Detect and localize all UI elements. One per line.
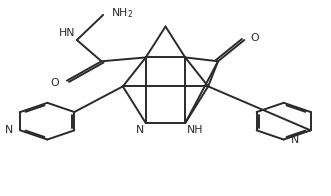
Text: N: N (5, 125, 13, 135)
Text: N: N (136, 125, 144, 135)
Text: N: N (291, 134, 299, 144)
Text: HN: HN (59, 28, 75, 38)
Text: NH$_2$: NH$_2$ (111, 6, 133, 20)
Text: O: O (250, 33, 259, 43)
Text: NH: NH (187, 125, 203, 135)
Text: O: O (50, 78, 59, 88)
